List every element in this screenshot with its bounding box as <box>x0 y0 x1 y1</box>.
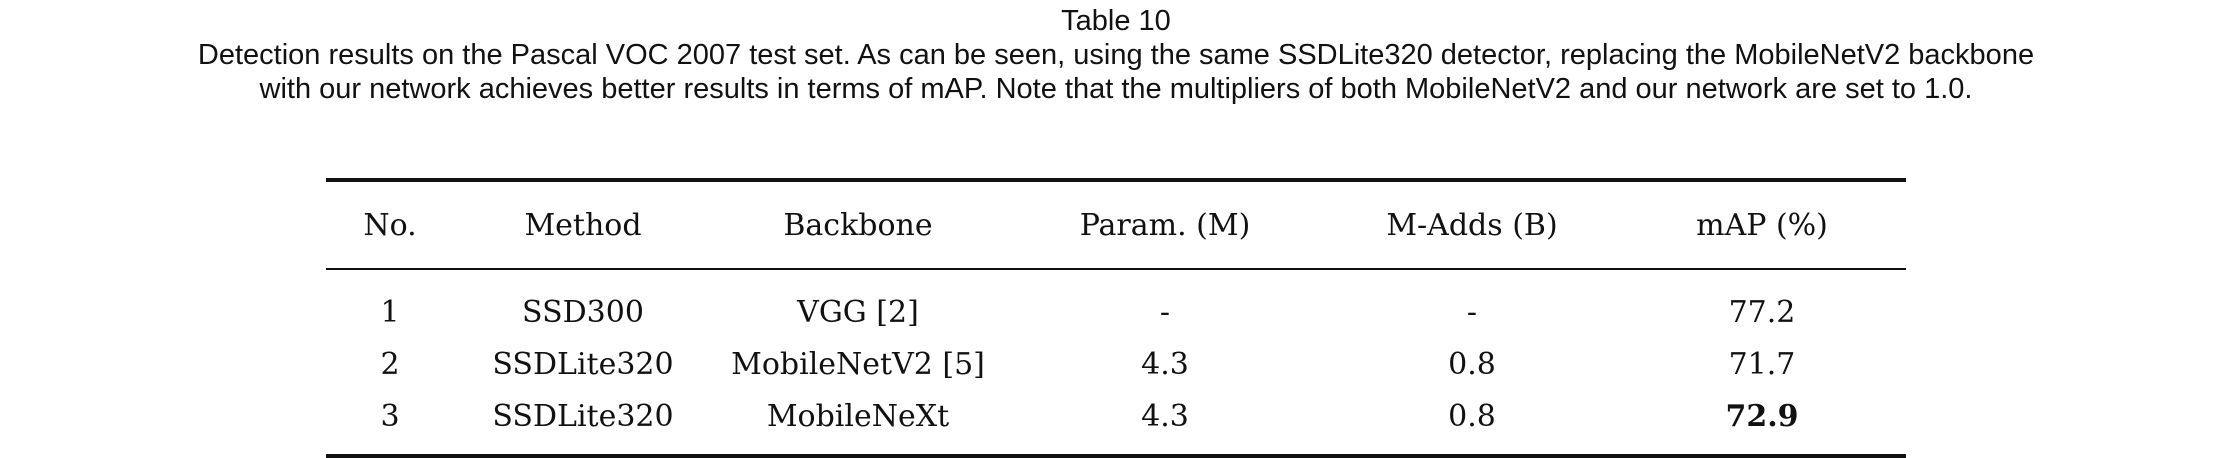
cell-map: 71.7 <box>1728 346 1796 382</box>
table-caption: Table 10 Detection results on the Pascal… <box>0 0 2232 106</box>
header-backbone: Backbone <box>783 207 933 243</box>
cell-backbone: MobileNetV2 [5] <box>731 346 985 382</box>
header-no: No. <box>363 207 417 243</box>
table-title: Table 10 <box>1061 5 1171 37</box>
cell-method: SSD300 <box>522 294 644 330</box>
caption-line-1: Detection results on the Pascal VOC 2007… <box>197 39 2035 71</box>
cell-madds: 0.8 <box>1448 346 1496 382</box>
cell-map-best: 72.9 <box>1725 398 1799 434</box>
table-row: 2 SSDLite320 MobileNetV2 [5] 4.3 0.8 71.… <box>326 338 1906 390</box>
cell-no: 3 <box>380 398 400 434</box>
cell-map: 77.2 <box>1728 294 1796 330</box>
cell-no: 2 <box>380 346 400 382</box>
cell-backbone: VGG [2] <box>797 294 919 330</box>
results-table-container: No. Method Backbone Param. (M) M-Adds (B… <box>326 178 1906 458</box>
cell-backbone: MobileNeXt <box>766 398 950 434</box>
cell-method: SSDLite320 <box>492 346 674 382</box>
header-params: Param. (M) <box>1079 207 1251 243</box>
cell-params: 4.3 <box>1141 346 1189 382</box>
table-row: 1 SSD300 VGG [2] - - 77.2 <box>326 269 1906 338</box>
cell-madds: 0.8 <box>1448 398 1496 434</box>
header-madds: M-Adds (B) <box>1386 207 1558 243</box>
cell-no: 1 <box>380 294 400 330</box>
cell-params: 4.3 <box>1141 398 1189 434</box>
cell-method: SSDLite320 <box>492 398 674 434</box>
table-header-row: No. Method Backbone Param. (M) M-Adds (B… <box>326 180 1906 269</box>
cell-madds: - <box>1466 294 1478 330</box>
caption-line-2: with our network achieves better results… <box>259 73 1973 105</box>
table-row: 3 SSDLite320 MobileNeXt 4.3 0.8 72.9 <box>326 390 1906 456</box>
results-table: No. Method Backbone Param. (M) M-Adds (B… <box>326 178 1906 458</box>
header-map: mAP (%) <box>1696 207 1828 243</box>
cell-params: - <box>1159 294 1171 330</box>
header-method: Method <box>524 207 642 243</box>
